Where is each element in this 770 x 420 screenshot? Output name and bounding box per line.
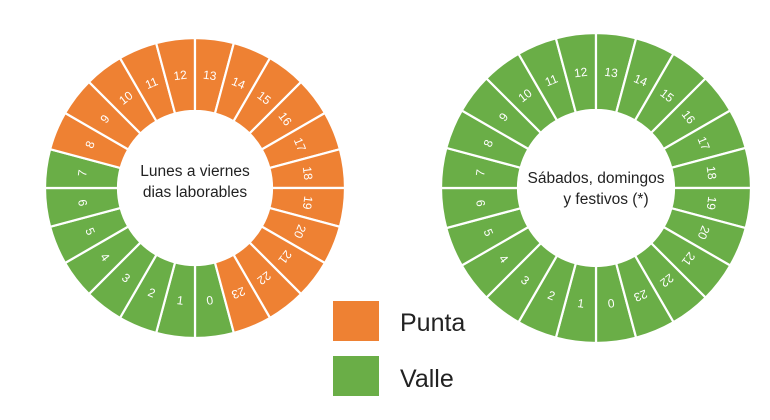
legend: Punta Valle (333, 301, 465, 396)
weekend-hour-label-20: 20 (694, 224, 712, 242)
weekend-hour-label-13: 13 (604, 65, 619, 81)
weekday-hour-label-2: 2 (146, 285, 158, 301)
weekend-hour-label-8: 8 (481, 137, 497, 149)
weekend-hour-label-19: 19 (704, 196, 720, 211)
weekday-hour-label-11: 11 (143, 74, 160, 92)
weekday-hour-label-6: 6 (75, 199, 90, 208)
legend-label-punta: Punta (400, 309, 465, 337)
weekday-hour-label-17: 17 (291, 136, 309, 154)
weekday-hour-label-8: 8 (82, 139, 98, 151)
legend-item-punta: Punta (333, 301, 465, 341)
weekday-center-line-1: Lunes a viernes (140, 163, 250, 180)
weekend-hour-label-0: 0 (607, 296, 616, 311)
weekday-hour-segment-23 (213, 253, 272, 335)
weekend-hour-label-7: 7 (473, 168, 488, 177)
weekend-hour-label-11: 11 (543, 71, 560, 89)
weekday-center-line-2: dias laborables (143, 184, 248, 201)
weekday-hour-label-20: 20 (291, 223, 309, 241)
legend-item-valle: Valle (333, 356, 454, 396)
weekend-hour-label-18: 18 (704, 165, 720, 180)
weekend-hour-segment-23 (614, 254, 676, 340)
weekend-center-line-1: Sábados, domingos (527, 170, 664, 187)
weekday-hour-label-5: 5 (82, 226, 98, 238)
weekday-hour-label-19: 19 (300, 195, 316, 210)
weekday-hour-label-7: 7 (75, 169, 90, 178)
weekend-hour-label-23: 23 (631, 287, 649, 305)
weekday-hour-label-23: 23 (229, 284, 247, 302)
weekend-hour-label-12: 12 (573, 65, 588, 81)
legend-swatch-valle (333, 356, 379, 396)
weekend-hour-label-14: 14 (632, 71, 650, 89)
weekend-hour-label-5: 5 (481, 227, 497, 239)
legend-label-valle: Valle (400, 365, 454, 393)
legend-swatch-punta (333, 301, 379, 341)
weekday-hour-label-18: 18 (300, 166, 316, 181)
weekday-hour-label-0: 0 (206, 293, 215, 308)
weekend-hour-label-2: 2 (546, 288, 558, 304)
weekend-hour-label-1: 1 (577, 296, 586, 311)
weekday-hour-label-14: 14 (230, 74, 248, 92)
weekday-hour-label-1: 1 (176, 293, 185, 308)
weekend-hour-label-17: 17 (695, 135, 713, 153)
weekend-center-line-2: y festivos (*) (563, 191, 648, 208)
weekday-hour-label-12: 12 (173, 68, 188, 84)
weekday-hour-label-13: 13 (202, 68, 217, 84)
weekend-hour-label-6: 6 (473, 199, 488, 208)
